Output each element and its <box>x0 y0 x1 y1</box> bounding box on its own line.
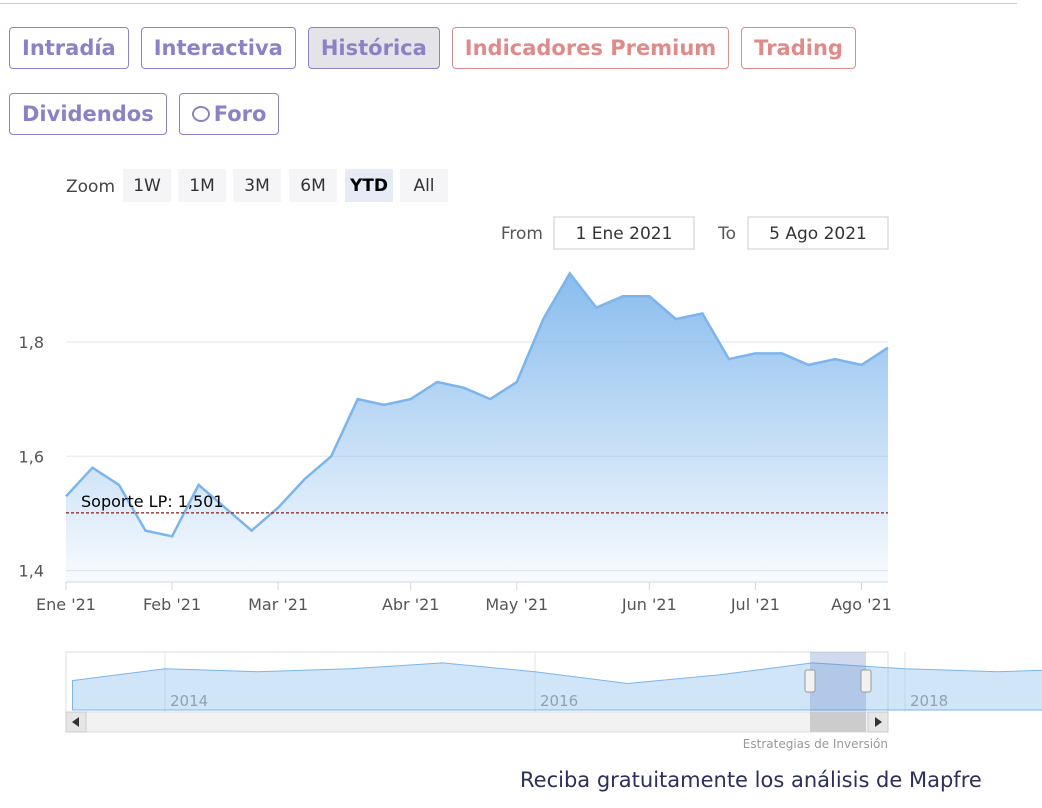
to-value: 5 Ago 2021 <box>769 224 867 244</box>
y-tick-label: 1,6 <box>19 447 44 466</box>
from-input[interactable] <box>553 216 695 250</box>
zoom-button-label: 3M <box>244 176 269 196</box>
to-input[interactable] <box>747 216 889 250</box>
from-label: From <box>501 224 543 244</box>
x-tick-label: May '21 <box>485 595 548 614</box>
zoom-button-label: 1M <box>189 176 214 196</box>
from-value: 1 Ene 2021 <box>576 224 673 244</box>
area-fill <box>66 273 888 582</box>
x-tick-label: Mar '21 <box>248 595 308 614</box>
scroll-left-arrow <box>72 717 79 727</box>
support-label: Soporte LP: 1,501 <box>81 492 224 511</box>
zoom-button[interactable] <box>289 169 337 202</box>
zoom-button[interactable] <box>345 169 393 202</box>
zoom-button-label: 1W <box>133 176 161 196</box>
x-tick-label: Ene '21 <box>36 595 96 614</box>
x-tick-label: Jul '21 <box>730 595 780 614</box>
navigator-label: 2018 <box>910 692 948 710</box>
x-tick-label: Abr '21 <box>382 595 440 614</box>
tab[interactable]: Trading <box>741 27 856 69</box>
zoom-label: Zoom <box>66 177 115 197</box>
tab[interactable]: Histórica <box>307 27 440 69</box>
scrollbar-track <box>65 711 889 733</box>
zoom-button-label: YTD <box>349 176 388 196</box>
zoom-button[interactable] <box>400 169 448 202</box>
zoom-button[interactable] <box>123 169 171 202</box>
tab-bar: Intradía Interactiva Histórica Indicadores … <box>9 27 869 135</box>
y-tick-label: 1,8 <box>19 333 44 352</box>
y-tick-label: 1,4 <box>19 562 44 581</box>
scroll-right-arrow <box>875 717 882 727</box>
navigator-label: 2014 <box>170 692 208 710</box>
tab[interactable]: Interactiva <box>140 27 296 69</box>
navigator-area <box>72 662 1042 711</box>
tab[interactable]: Foro <box>178 93 280 135</box>
scrollbar-thumb[interactable] <box>810 712 866 732</box>
x-tick-label: Jun '21 <box>621 595 677 614</box>
x-tick-label: Feb '21 <box>143 595 201 614</box>
tab[interactable]: Intradía <box>9 27 129 69</box>
zoom-button[interactable] <box>178 169 226 202</box>
zoom-button-label: All <box>413 176 434 196</box>
navigator-label: 2016 <box>540 692 578 710</box>
to-label: To <box>717 224 736 244</box>
zoom-button[interactable] <box>233 169 281 202</box>
divider <box>0 3 1017 4</box>
footer-text: Reciba gratuitamente los análisis de Map… <box>520 768 982 792</box>
x-tick-label: Ago '21 <box>831 595 892 614</box>
navigator-handle[interactable] <box>860 669 872 693</box>
tab[interactable]: Dividendos <box>9 93 167 135</box>
zoom-button-label: 6M <box>300 176 325 196</box>
navigator-handle[interactable] <box>804 669 816 693</box>
navigator-window[interactable] <box>810 652 866 712</box>
tab[interactable]: Indicadores Premium <box>451 27 730 69</box>
navigator-frame <box>65 651 889 713</box>
credit: Estrategias de Inversión <box>743 737 888 751</box>
price-line <box>65 271 889 538</box>
